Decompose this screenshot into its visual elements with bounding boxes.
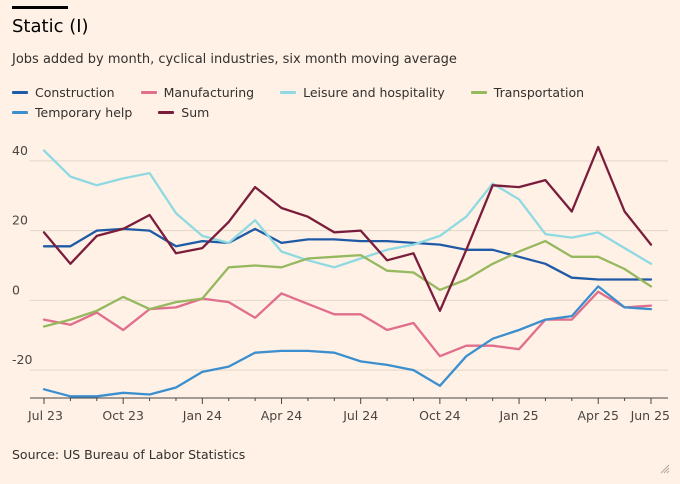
legend-item-construction: Construction	[12, 85, 115, 100]
chart-subtitle: Jobs added by month, cyclical industries…	[12, 52, 457, 67]
legend-label: Leisure and hospitality	[303, 84, 445, 100]
series-line-sum	[42, 145, 653, 312]
y-tick-label: -20	[12, 352, 32, 367]
header-accent-bar	[12, 6, 68, 9]
legend-swatch	[12, 110, 28, 114]
legend-item-leisure-hospitality: Leisure and hospitality	[280, 85, 445, 100]
legend-label: Transportation	[493, 84, 585, 100]
legend-swatch	[158, 110, 175, 114]
legend-swatch	[140, 90, 157, 94]
series-line-construction	[42, 227, 653, 281]
ft-corner-icon	[660, 464, 670, 474]
series-line-transportation	[42, 239, 653, 328]
x-tick-label: Jan 25	[498, 408, 538, 423]
legend-label: Construction	[35, 84, 115, 100]
series-line-temporary-help	[42, 285, 653, 398]
legend-row: Construction Manufacturing Leisure and h…	[12, 82, 672, 102]
x-tick-label: Apr 24	[261, 408, 303, 423]
y-tick-label: 20	[12, 213, 28, 228]
legend-row: Temporary help Sum	[12, 102, 672, 122]
x-tick-label: Jul 23	[27, 408, 63, 423]
legend-swatch	[280, 90, 297, 94]
x-tick-label: Jul 24	[342, 408, 378, 423]
legend-swatch	[12, 90, 28, 94]
y-tick-label: 40	[12, 143, 28, 158]
chart-title: Static (I)	[12, 16, 89, 37]
chart-legend: Construction Manufacturing Leisure and h…	[12, 82, 672, 122]
legend-label: Manufacturing	[163, 84, 255, 100]
line-chart: 40 20 0 -20 Jul 23 Oct 23 Jan 24 Apr 24 Jul 24 Oc…	[12, 143, 670, 423]
legend-item-sum: Sum	[158, 105, 209, 120]
legend-label: Temporary help	[35, 104, 133, 120]
legend-item-temporary-help: Temporary help	[12, 105, 132, 120]
y-tick-label: 0	[12, 282, 20, 297]
legend-label: Sum	[181, 104, 210, 120]
x-tick-label: Oct 24	[419, 408, 461, 423]
legend-swatch	[470, 90, 487, 94]
source-note: Source: US Bureau of Labor Statistics	[12, 447, 246, 462]
legend-item-manufacturing: Manufacturing	[140, 84, 255, 100]
x-tick-label: Oct 23	[102, 408, 144, 423]
x-tick-label: Jan 24	[182, 408, 222, 423]
x-tick-label: Jun 25	[630, 408, 670, 423]
series-line-leisure-and-hospitality	[42, 149, 653, 269]
legend-item-transportation: Transportation	[470, 84, 585, 100]
x-tick-label: Apr 25	[577, 408, 619, 423]
